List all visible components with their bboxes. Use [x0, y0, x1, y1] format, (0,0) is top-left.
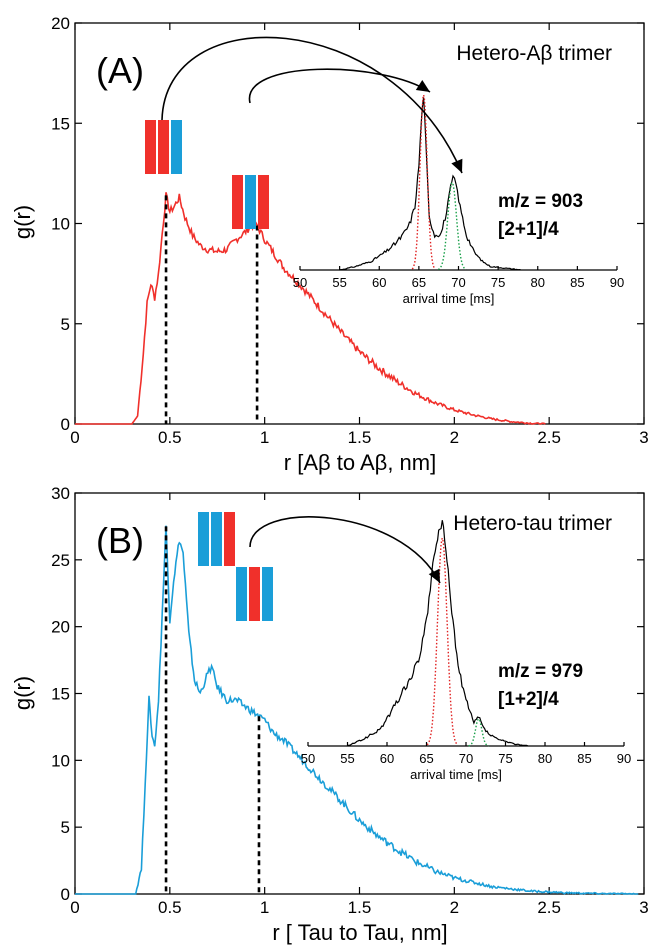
trimer-stack-icon — [145, 120, 182, 174]
curved-arrow — [249, 516, 441, 584]
x-tick-label: 2 — [450, 428, 459, 447]
inset-x-tick-label: 80 — [538, 751, 552, 766]
x-tick-label: 0 — [70, 428, 79, 447]
gaussian-fit-line — [411, 94, 436, 270]
y-axis-title: g(r) — [10, 205, 35, 239]
gr-series-line — [75, 525, 639, 895]
mz-label: m/z = 903 — [498, 191, 583, 212]
x-tick-label: 0 — [70, 898, 79, 917]
inset-x-tick-label: 50 — [293, 275, 307, 290]
strand-bar — [245, 175, 256, 229]
x-axis-title: r [Aβ to Aβ, nm] — [284, 450, 436, 475]
y-tick-label: 15 — [51, 685, 70, 704]
y-tick-label: 20 — [51, 618, 70, 637]
x-tick-label: 0.5 — [158, 898, 182, 917]
atd-trace-line — [347, 520, 529, 747]
inset-x-tick-label: 60 — [372, 275, 386, 290]
strand-bar — [211, 512, 222, 566]
x-tick-label: 3 — [639, 428, 648, 447]
gaussian-fit-line — [468, 718, 489, 747]
inset-A: 50 55 60 65 70 75 80 85 90 arrival time [ms] m/z =… — [293, 94, 624, 306]
strand-bar — [232, 175, 243, 229]
y-tick-label: 5 — [61, 315, 70, 334]
strand-bar — [258, 175, 269, 229]
strand-bar — [262, 567, 273, 621]
y-tick-label: 10 — [51, 215, 70, 234]
panel-title: Hetero-tau trimer — [453, 512, 612, 535]
y-tick-label: 25 — [51, 551, 70, 570]
x-tick-label: 1 — [260, 428, 269, 447]
panel-label: (A) — [96, 50, 144, 91]
y-tick-label: 10 — [51, 751, 70, 770]
inset-x-tick-label: 85 — [577, 751, 591, 766]
trimer-stack-icon — [236, 567, 273, 621]
arrow-head — [415, 79, 430, 92]
strand-bar — [171, 120, 182, 174]
x-tick-label: 1.5 — [348, 898, 372, 917]
inset-x-axis-title: arrival time [ms] — [410, 767, 502, 782]
strand-bar — [249, 567, 260, 621]
x-tick-label: 1.5 — [348, 428, 372, 447]
inset-x-axis-title: arrival time [ms] — [403, 291, 495, 306]
inset-x-tick-label: 65 — [412, 275, 426, 290]
curved-arrow — [249, 68, 431, 104]
x-tick-label: 0.5 — [158, 428, 182, 447]
gaussian-fit-line — [426, 535, 458, 746]
atd-trace-line — [339, 97, 521, 271]
x-tick-label: 2 — [450, 898, 459, 917]
gr-series-line — [75, 192, 546, 425]
mz-label: [2+1]/4 — [498, 219, 559, 240]
strand-bar — [236, 567, 247, 621]
curved-arrow — [161, 36, 463, 174]
inset-x-tick-label: 75 — [491, 275, 505, 290]
y-tick-label: 0 — [61, 415, 70, 434]
inset-x-tick-label: 60 — [380, 751, 394, 766]
inset-x-tick-label: 50 — [301, 751, 315, 766]
strand-bar — [145, 120, 156, 174]
trimer-stack-icon — [198, 512, 235, 566]
y-tick-label: 30 — [51, 484, 70, 503]
x-tick-label: 1 — [260, 898, 269, 917]
inset-B: 50 55 60 65 70 75 80 85 90 arrival time [ms] m/z =… — [301, 520, 631, 782]
mz-label: [1+2]/4 — [498, 689, 559, 710]
inset-x-tick-label: 85 — [570, 275, 584, 290]
panel-title: Hetero-Aβ trimer — [456, 42, 612, 65]
y-axis-title: g(r) — [10, 676, 35, 710]
arrow-head — [451, 158, 463, 173]
inset-x-tick-label: 80 — [531, 275, 545, 290]
mz-label: m/z = 979 — [498, 661, 583, 682]
x-axis-title: r [ Tau to Tau, nm] — [272, 920, 447, 945]
gaussian-fit-line — [437, 181, 467, 271]
x-tick-label: 2.5 — [537, 898, 561, 917]
inset-x-tick-label: 90 — [617, 751, 631, 766]
arrow-head — [428, 568, 440, 583]
inset-x-tick-label: 55 — [340, 751, 354, 766]
y-tick-label: 0 — [61, 885, 70, 904]
inset-x-tick-label: 70 — [451, 275, 465, 290]
inset-x-tick-label: 65 — [419, 751, 433, 766]
y-tick-label: 20 — [51, 14, 70, 33]
strand-bar — [224, 512, 235, 566]
inset-x-tick-label: 75 — [498, 751, 512, 766]
panel-label: (B) — [96, 520, 144, 561]
y-tick-label: 15 — [51, 114, 70, 133]
inset-x-tick-label: 70 — [459, 751, 473, 766]
trimer-stack-icon — [232, 175, 269, 229]
x-tick-label: 3 — [639, 898, 648, 917]
inset-x-tick-label: 55 — [332, 275, 346, 290]
strand-bar — [198, 512, 209, 566]
y-tick-label: 5 — [61, 818, 70, 837]
strand-bar — [158, 120, 169, 174]
inset-x-tick-label: 90 — [610, 275, 624, 290]
panel-A: 0 0.5 1 1.5 2 2.5 3 0 5 10 15 20 r [Aβ to Aβ, nm] g(r… — [10, 14, 649, 475]
x-tick-label: 2.5 — [537, 428, 561, 447]
